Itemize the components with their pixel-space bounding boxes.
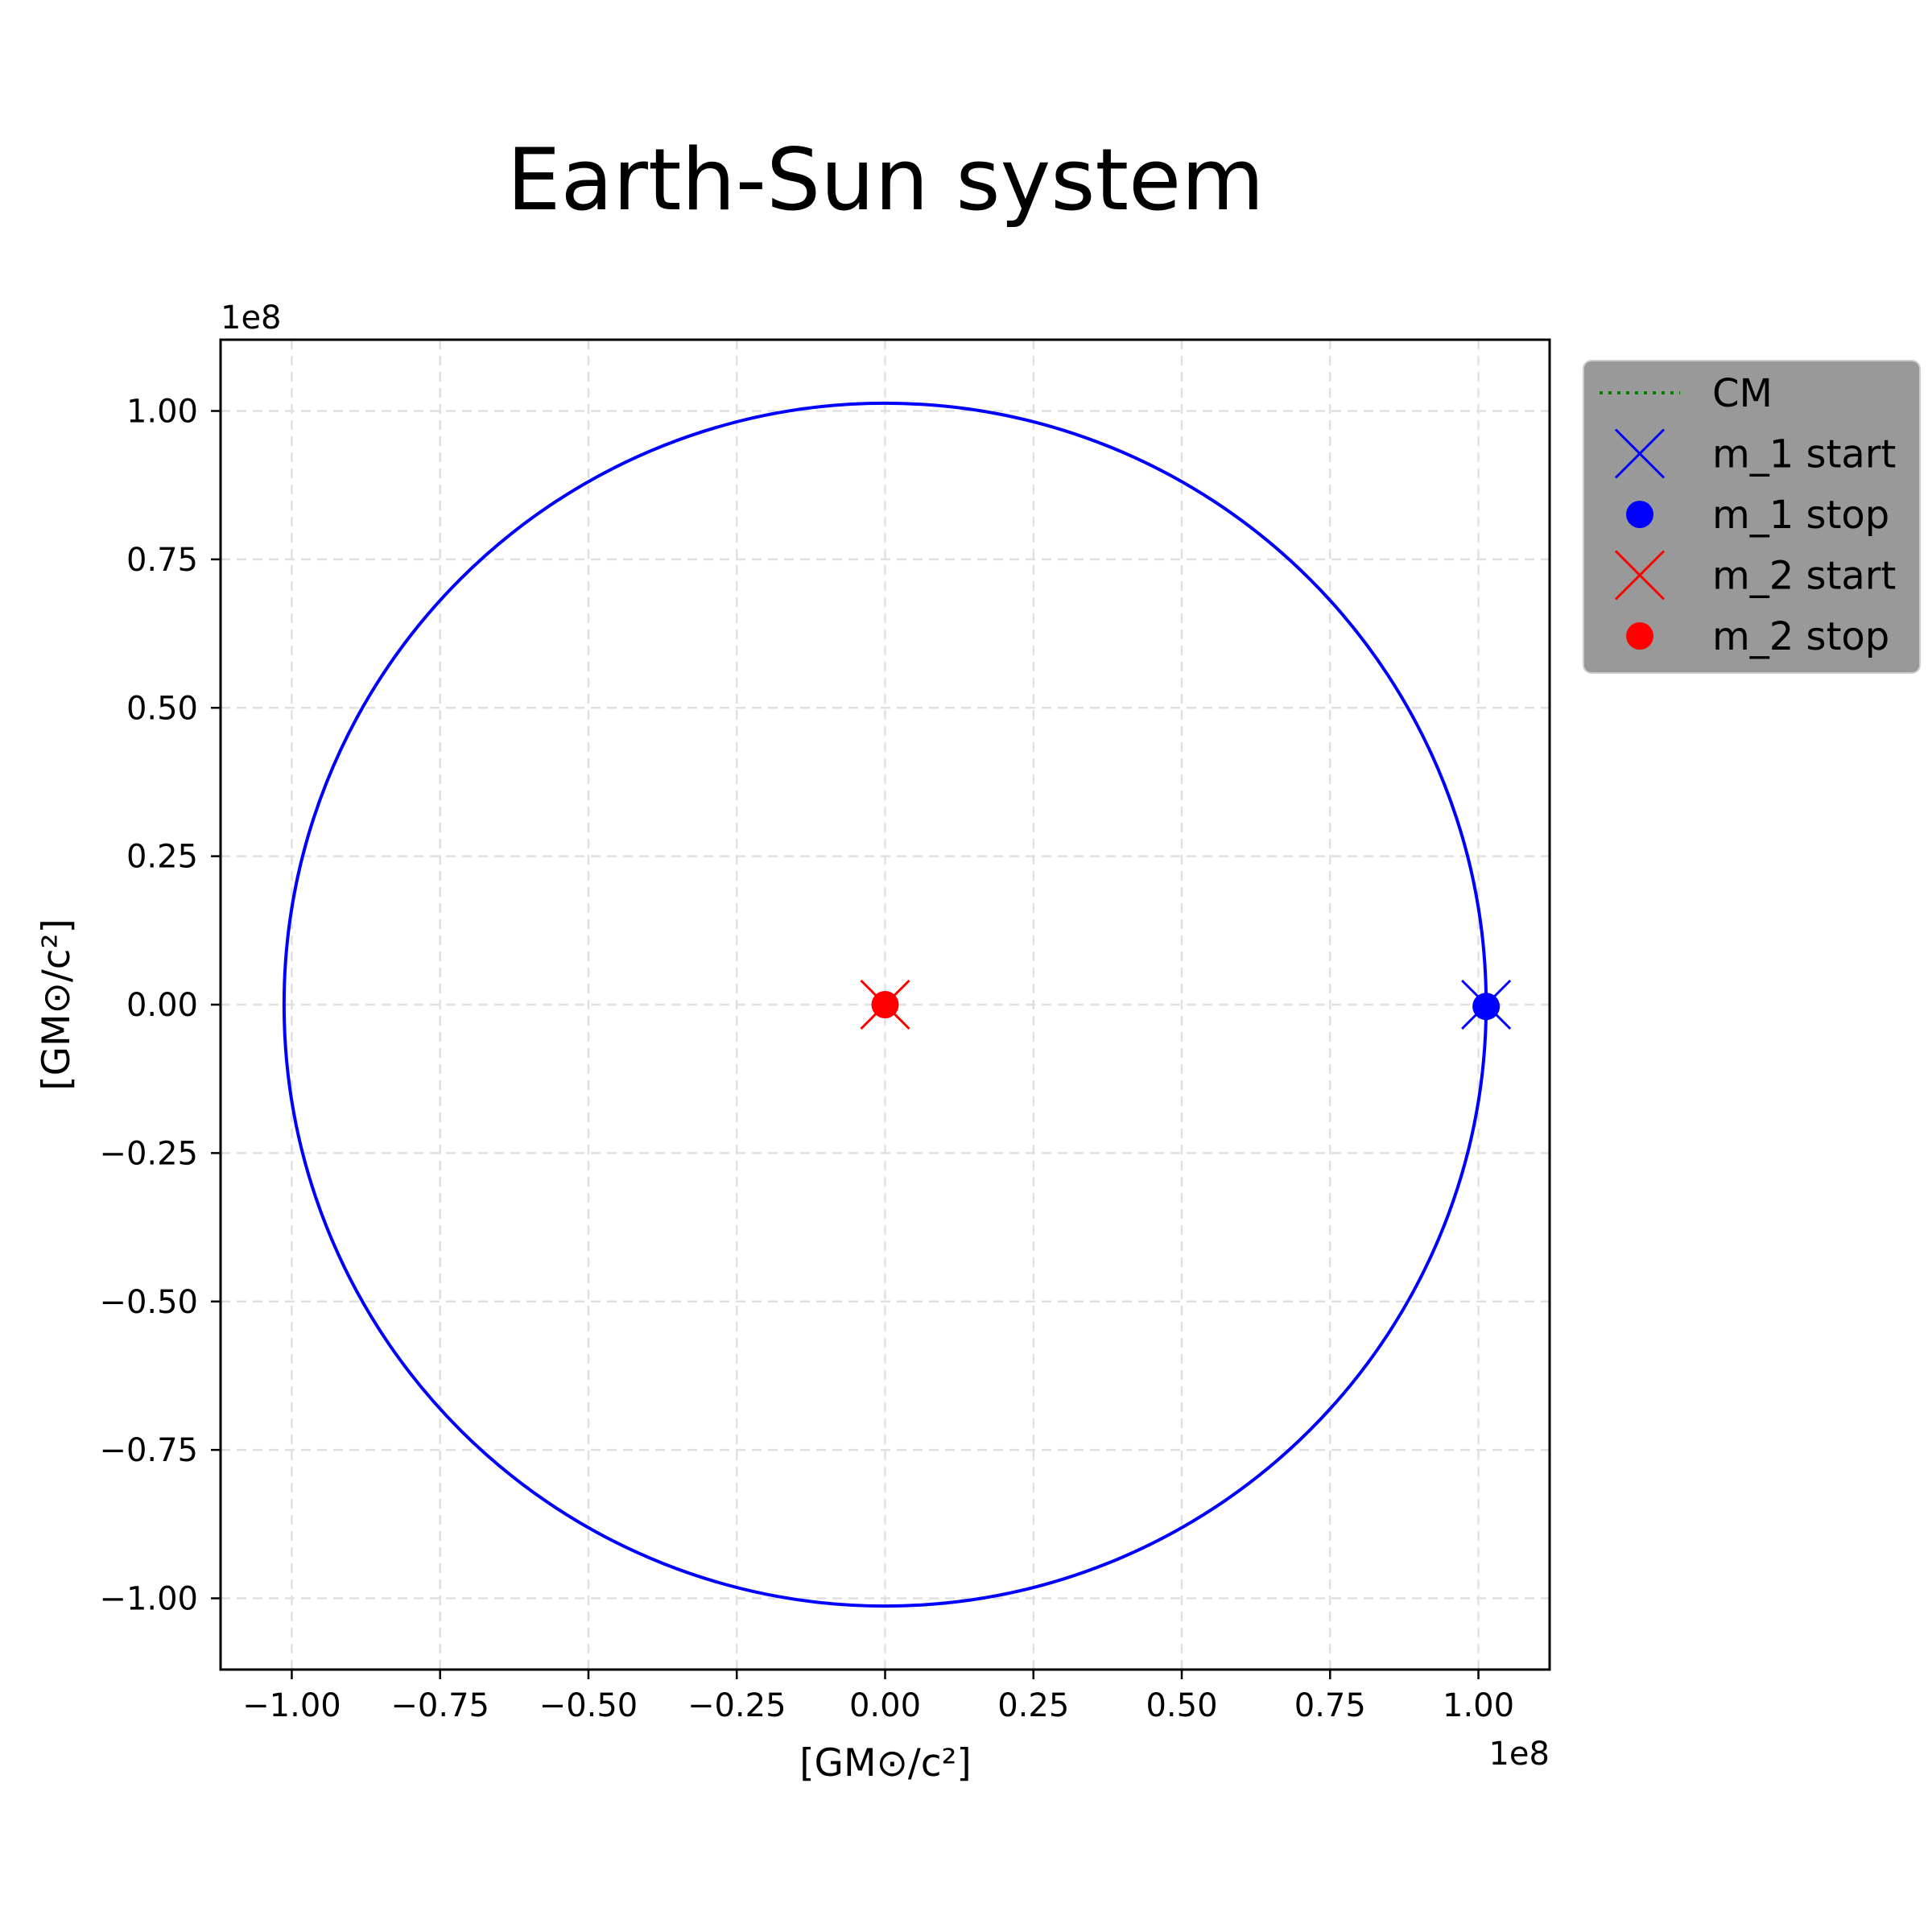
y-offset-text: 1e8 (221, 299, 282, 336)
legend-item: m_2 start (1614, 550, 1896, 601)
legend: CM m_1 start m_1 stop m_2 start m_2 stop (1583, 360, 1921, 674)
x-tick-label: −0.25 (687, 1687, 786, 1724)
m1-stop-marker (1472, 993, 1501, 1021)
x-axis-label: [GM⊙/c²] (799, 1741, 972, 1785)
x-tick-label: 0.75 (1294, 1687, 1366, 1724)
x-tick-label: 0.00 (849, 1687, 921, 1724)
legend-box (1583, 360, 1921, 674)
legend-label: m_2 start (1712, 554, 1896, 599)
x-tick-label: −0.75 (390, 1687, 489, 1724)
legend-dot-icon (1626, 501, 1653, 528)
y-tick-label: 0.00 (126, 987, 198, 1024)
legend-label: CM (1712, 371, 1773, 416)
legend-dot-icon (1626, 622, 1653, 650)
y-tick-label: 0.75 (126, 542, 198, 579)
x-tick-label: 1.00 (1443, 1687, 1514, 1724)
y-tick-label: −0.50 (99, 1284, 198, 1321)
y-tick-label: 0.25 (126, 839, 198, 876)
y-axis-label: [GM⊙/c²] (35, 919, 79, 1091)
y-tick-label: 0.50 (126, 690, 198, 727)
x-tick-label: −1.00 (242, 1687, 341, 1724)
legend-label: m_1 stop (1712, 493, 1889, 538)
ticks: −1.00 −0.75 −0.50 −0.25 0.00 0.25 0.50 0.75 1.00… (99, 394, 1514, 1725)
series-layer (282, 401, 1512, 1608)
x-offset-text: 1e8 (1488, 1736, 1550, 1773)
chart-title: Earth-Sun system (506, 130, 1264, 229)
legend-item: m_1 start (1614, 428, 1896, 479)
legend-x-icon (1614, 428, 1666, 479)
y-tick-label: −0.75 (99, 1432, 198, 1469)
y-tick-label: −0.25 (99, 1135, 198, 1172)
x-tick-label: 0.50 (1146, 1687, 1217, 1724)
x-tick-label: 0.25 (997, 1687, 1069, 1724)
legend-x-icon (1614, 550, 1666, 601)
x-tick-label: −0.50 (539, 1687, 638, 1724)
legend-label: m_2 stop (1712, 614, 1889, 659)
y-tick-label: −1.00 (99, 1581, 198, 1618)
y-tick-label: 1.00 (126, 394, 198, 431)
legend-item: m_1 stop (1626, 493, 1889, 538)
legend-label: m_1 start (1712, 432, 1896, 477)
m2-stop-marker (871, 991, 899, 1018)
legend-item: CM (1600, 371, 1773, 416)
legend-item: m_2 stop (1626, 614, 1889, 659)
